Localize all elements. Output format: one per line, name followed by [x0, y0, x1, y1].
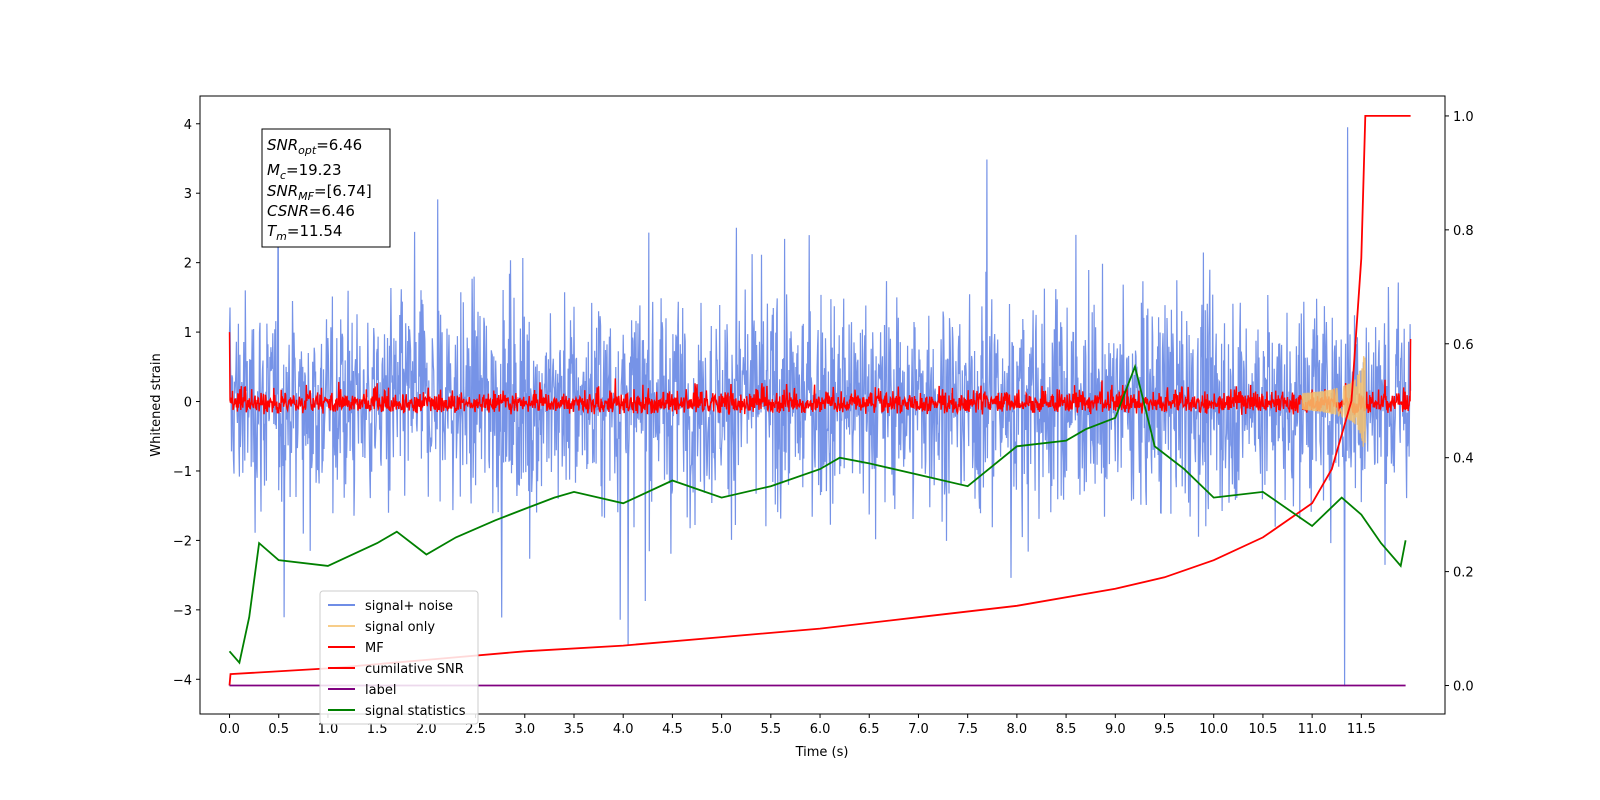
legend-label: MF	[365, 641, 384, 656]
signal-plus-noise-line	[228, 127, 1412, 687]
x-tick-label: 7.5	[957, 722, 978, 737]
legend-label: signal statistics	[365, 704, 466, 719]
x-axis: 0.0 0.5 1.0 1.5 2.0 2.5 3.0 3.5 4.0 4.5 5.0 5.5 6.0 6…	[219, 714, 1376, 737]
y-tick-label: 3	[184, 187, 192, 202]
x-tick-label: 6.5	[859, 722, 880, 737]
legend-label: label	[365, 683, 396, 698]
legend-label: signal+ noise	[365, 599, 453, 614]
x-tick-label: 4.0	[613, 722, 634, 737]
x-tick-label: 3.5	[564, 722, 585, 737]
x-tick-label: 10.5	[1248, 722, 1277, 737]
x-axis-label: Time (s)	[795, 745, 849, 760]
x-tick-label: 5.0	[711, 722, 732, 737]
x-tick-label: 8.0	[1007, 722, 1028, 737]
signal-only-line	[1301, 356, 1366, 447]
y2-tick-label: 1.0	[1453, 110, 1474, 125]
y-tick-label: 0	[184, 396, 192, 411]
x-tick-label: 10.0	[1199, 722, 1228, 737]
x-tick-label: 4.5	[662, 722, 683, 737]
x-tick-label: 9.0	[1105, 722, 1126, 737]
series-signal-only	[1301, 356, 1366, 447]
x-tick-label: 6.0	[810, 722, 831, 737]
x-tick-label: 3.0	[514, 722, 535, 737]
x-tick-label: 2.0	[416, 722, 437, 737]
y-axis-label: Whitened strain	[149, 353, 164, 456]
info-box-frame	[261, 128, 391, 248]
x-tick-label: 1.0	[318, 722, 339, 737]
y2-tick-label: 0.2	[1453, 566, 1474, 581]
legend-frame	[319, 590, 479, 725]
y-tick-label: −4	[173, 673, 192, 688]
y-axis-left: 4 3 2 1 0 −1 −2 −3 −4	[173, 118, 200, 688]
x-tick-label: 11.5	[1347, 722, 1376, 737]
info-csnr: CSNR=6.46	[267, 202, 355, 220]
info-snr-opt: SNRopt=6.46	[267, 136, 362, 157]
x-tick-label: 9.5	[1154, 722, 1175, 737]
info-box: SNRopt=6.46 Mc=19.23 SNRMF=[6.74] CSNR=6…	[261, 128, 391, 248]
y2-tick-label: 0.4	[1453, 452, 1474, 467]
y2-tick-label: 0.8	[1453, 224, 1474, 239]
info-mc: Mc=19.23	[267, 161, 342, 182]
legend-label: cumilative SNR	[365, 662, 464, 677]
legend-label: signal only	[365, 620, 435, 635]
y-tick-label: −1	[173, 465, 192, 480]
x-tick-label: 7.0	[908, 722, 929, 737]
y-axis-right: 1.0 0.8 0.6 0.4 0.2 0.0	[1445, 110, 1474, 695]
x-tick-label: 11.0	[1298, 722, 1327, 737]
series-mf	[228, 332, 1412, 416]
y-tick-label: −2	[173, 534, 192, 549]
x-tick-label: 0.5	[268, 722, 289, 737]
y-tick-label: 1	[184, 326, 192, 341]
axes-frame	[199, 95, 1446, 715]
info-snr-mf: SNRMF=[6.74]	[267, 182, 372, 203]
legend-items: signal+ noise signal only MF cumilative SNR…	[328, 599, 466, 719]
y-tick-label: 4	[184, 118, 192, 133]
x-tick-label: 1.5	[367, 722, 388, 737]
mf-line	[228, 332, 1412, 416]
series-signal-plus-noise	[228, 127, 1412, 687]
legend: signal+ noise signal only MF cumilative SNR…	[319, 590, 479, 725]
x-tick-label: 0.0	[219, 722, 240, 737]
y-tick-label: 2	[184, 257, 192, 272]
info-tm: Tm=11.54	[267, 222, 342, 243]
x-tick-label: 5.5	[760, 722, 781, 737]
x-tick-label: 2.5	[465, 722, 486, 737]
y2-tick-label: 0.0	[1453, 680, 1474, 695]
x-tick-label: 8.5	[1056, 722, 1077, 737]
y-tick-label: −3	[173, 604, 192, 619]
y2-tick-label: 0.6	[1453, 338, 1474, 353]
series-line-signal-statistics	[228, 363, 1407, 665]
